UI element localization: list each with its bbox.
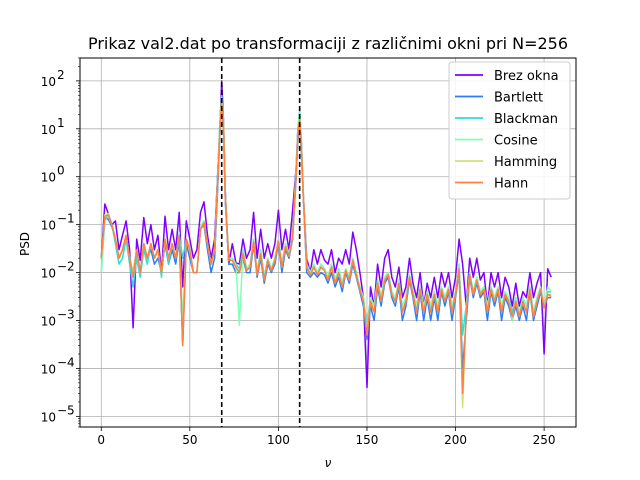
reference-lines [220,58,301,427]
axes-frame [79,57,577,428]
series-line-1 [100,80,552,389]
chart-title: Prikaz val2.dat po transformaciji z razl… [88,34,568,53]
y-tick-exponent: −2 [57,260,75,274]
legend-label: Blackman [494,112,558,127]
y-tick-label: 10 [41,171,56,185]
x-tick-label: 250 [533,433,556,447]
x-tick-label: 200 [444,433,467,447]
x-axis-label: ν [325,456,332,470]
y-tick-exponent: −1 [57,212,75,226]
x-tick-label: 0 [97,433,105,447]
x-tick-label: 50 [182,433,197,447]
legend-label: Brez okna [494,69,559,84]
y-tick-exponent: −4 [57,355,75,369]
y-tick-exponent: −3 [57,308,75,322]
y-tick-exponent: −5 [57,403,75,417]
legend-label: Hamming [494,155,557,170]
y-tick-label: 10 [41,219,56,233]
y-tick-label: 10 [41,315,56,329]
y-tick-label: 10 [41,267,56,281]
y-tick-exponent: 2 [57,68,65,82]
legend-label: Cosine [494,134,538,149]
legend: Brez okna Bartlett Blackman Cosine Hamming Ha… [448,61,571,200]
series-line-6 [100,101,552,395]
y-tick-label: 10 [41,75,56,89]
y-tick-label: 10 [41,362,56,376]
y-tick-exponent: 0 [57,164,65,178]
legend-label: Bartlett [494,91,543,106]
x-tick-label: 150 [356,433,379,447]
plot-area [100,80,552,409]
y-tick-exponent: 1 [57,116,65,130]
y-axis-label: PSD [18,232,32,256]
legend-label: Hann [494,177,528,192]
y-tick-label: 10 [41,410,56,424]
y-tick-label: 10 [41,123,56,137]
x-tick-label: 100 [267,433,290,447]
